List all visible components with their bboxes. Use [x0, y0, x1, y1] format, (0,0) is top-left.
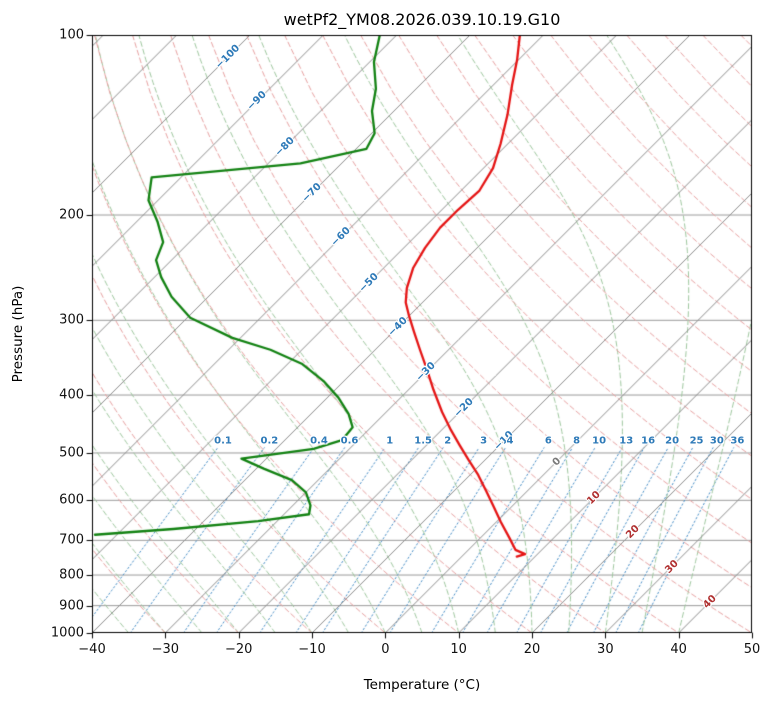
- x-axis-label: Temperature (°C): [363, 677, 481, 693]
- chart-title: wetPf2_YM08.2026.039.10.19.G10: [283, 10, 561, 29]
- y-axis-label: Pressure (hPa): [10, 285, 26, 383]
